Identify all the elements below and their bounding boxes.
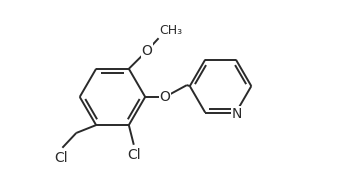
Text: O: O bbox=[160, 90, 171, 104]
Text: Cl: Cl bbox=[55, 151, 68, 165]
Text: N: N bbox=[232, 107, 242, 120]
Text: Cl: Cl bbox=[127, 148, 141, 162]
Text: O: O bbox=[142, 43, 153, 58]
Text: CH₃: CH₃ bbox=[160, 24, 183, 37]
